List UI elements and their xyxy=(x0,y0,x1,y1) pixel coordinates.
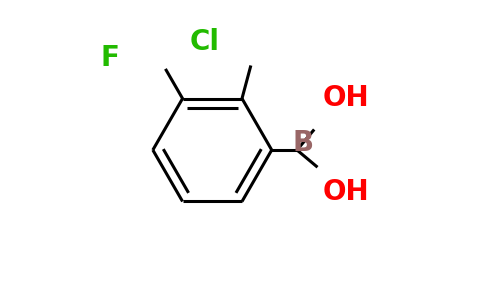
Text: OH: OH xyxy=(323,84,369,112)
Text: B: B xyxy=(292,129,314,157)
Text: Cl: Cl xyxy=(190,28,220,56)
Text: F: F xyxy=(100,44,119,72)
Text: OH: OH xyxy=(323,178,369,206)
